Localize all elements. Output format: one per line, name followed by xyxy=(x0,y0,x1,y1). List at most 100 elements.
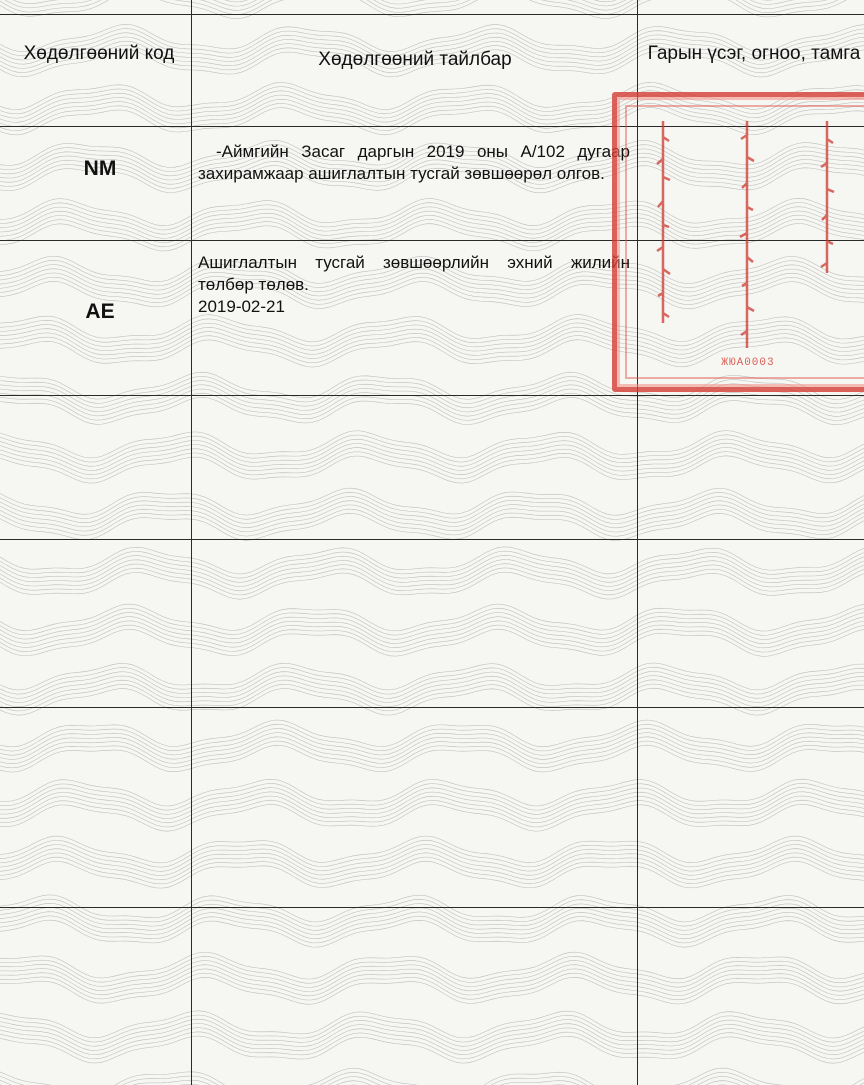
guilloche-wave xyxy=(0,783,864,811)
guilloche-wave xyxy=(0,1031,864,1060)
guilloche-wave xyxy=(0,107,864,136)
guilloche-wave xyxy=(0,0,839,15)
guilloche-wave xyxy=(0,732,864,760)
stamp-inner-border xyxy=(625,105,864,379)
guilloche-wave xyxy=(0,675,864,703)
guilloche-wave xyxy=(0,559,864,587)
guilloche-wave xyxy=(0,148,864,177)
guilloche-wave xyxy=(0,318,864,347)
guilloche-wave xyxy=(0,376,864,404)
guilloche-wave xyxy=(0,339,864,368)
header-row-divider xyxy=(0,126,864,127)
guilloche-wave xyxy=(0,728,864,756)
guilloche-wave xyxy=(0,206,864,235)
guilloche-wave xyxy=(0,32,864,61)
guilloche-wave xyxy=(0,740,864,769)
guilloche-wave xyxy=(0,791,864,819)
guilloche-wave xyxy=(0,903,864,931)
guilloche-wave xyxy=(0,322,864,351)
guilloche-wave xyxy=(0,24,864,53)
guilloche-wave xyxy=(0,555,864,583)
guilloche-wave xyxy=(0,571,864,600)
guilloche-wave xyxy=(0,264,864,293)
guilloche-wave xyxy=(0,156,864,185)
row-divider xyxy=(0,395,864,396)
guilloche-wave xyxy=(0,434,864,463)
guilloche-wave xyxy=(0,430,864,459)
guilloche-wave xyxy=(0,603,864,632)
guilloche-wave xyxy=(0,911,864,940)
guilloche-wave xyxy=(0,36,864,65)
guilloche-wave xyxy=(0,392,864,421)
guilloche-wave xyxy=(0,260,864,289)
guilloche-wave xyxy=(0,504,864,533)
guilloche-wave xyxy=(0,1010,864,1039)
guilloche-wave xyxy=(0,960,864,988)
guilloche-wave xyxy=(0,161,864,189)
guilloche-wave xyxy=(0,666,864,695)
column-divider-2 xyxy=(637,0,638,1085)
guilloche-wave xyxy=(0,683,864,712)
guilloche-wave xyxy=(0,513,864,541)
guilloche-wave xyxy=(0,335,864,364)
stamp-script-column xyxy=(820,121,835,273)
guilloche-wave xyxy=(0,331,864,359)
row-1-description: -Аймгийн Засаг даргын 2019 оны А/102 дуг… xyxy=(198,142,630,183)
official-seal-stamp: ЖЮА0003 xyxy=(612,92,864,392)
guilloche-wave xyxy=(0,687,864,716)
guilloche-wave xyxy=(0,152,864,181)
header-signature: Гарын үсэг, огноо, тамга xyxy=(647,43,861,64)
guilloche-wave xyxy=(0,442,864,471)
guilloche-wave xyxy=(0,723,864,752)
table-top-border xyxy=(0,14,864,15)
guilloche-wave xyxy=(0,198,864,227)
guilloche-wave xyxy=(0,276,864,305)
guilloche-wave xyxy=(0,268,864,297)
header-description: Хөдөлгөөний тайлбар xyxy=(318,49,512,70)
guilloche-wave xyxy=(0,671,864,699)
guilloche-wave xyxy=(0,1076,750,1085)
guilloche-wave xyxy=(0,844,864,872)
guilloche-wave xyxy=(0,86,864,115)
guilloche-wave xyxy=(0,852,864,880)
guilloche-wave xyxy=(0,860,864,889)
guilloche-wave xyxy=(0,94,864,123)
guilloche-wave xyxy=(0,326,864,355)
guilloche-wave xyxy=(0,546,864,575)
guilloche-wave xyxy=(0,550,864,579)
guilloche-wave xyxy=(0,281,864,310)
guilloche-wave xyxy=(0,1067,864,1085)
guilloche-wave xyxy=(0,787,864,815)
guilloche-wave xyxy=(0,835,864,864)
guilloche-wave xyxy=(0,977,864,1005)
guilloche-wave xyxy=(0,0,847,19)
guilloche-wave xyxy=(0,40,864,69)
guilloche-wave xyxy=(0,45,864,74)
guilloche-wave xyxy=(0,848,864,876)
guilloche-wave xyxy=(0,165,864,194)
guilloche-wave xyxy=(0,28,864,57)
guilloche-wave xyxy=(0,616,864,644)
guilloche-wave xyxy=(0,144,864,173)
stamp-id: ЖЮА0003 xyxy=(721,357,775,369)
header-code: Хөдөлгөөний код xyxy=(23,43,175,64)
guilloche-wave xyxy=(0,98,864,127)
guilloche-wave xyxy=(0,388,864,417)
guilloche-wave xyxy=(0,951,864,980)
row-2-description-text: Ашиглалтын тусгай зөвшөөрлийн эхний жили… xyxy=(198,253,630,294)
guilloche-wave xyxy=(0,438,864,467)
guilloche-wave xyxy=(0,314,864,343)
guilloche-wave xyxy=(0,736,864,764)
guilloche-wave xyxy=(0,380,864,409)
column-divider-1 xyxy=(191,0,192,1085)
guilloche-wave xyxy=(0,500,864,529)
guilloche-wave xyxy=(0,799,864,828)
row-2-description: Ашиглалтын тусгай зөвшөөрлийн эхний жили… xyxy=(198,252,630,318)
guilloche-wave xyxy=(0,620,864,649)
row-2-code: AE xyxy=(85,300,115,323)
row-2-date: 2019-02-21 xyxy=(198,297,285,316)
guilloche-wave xyxy=(0,272,864,301)
guilloche-wave xyxy=(0,907,864,935)
